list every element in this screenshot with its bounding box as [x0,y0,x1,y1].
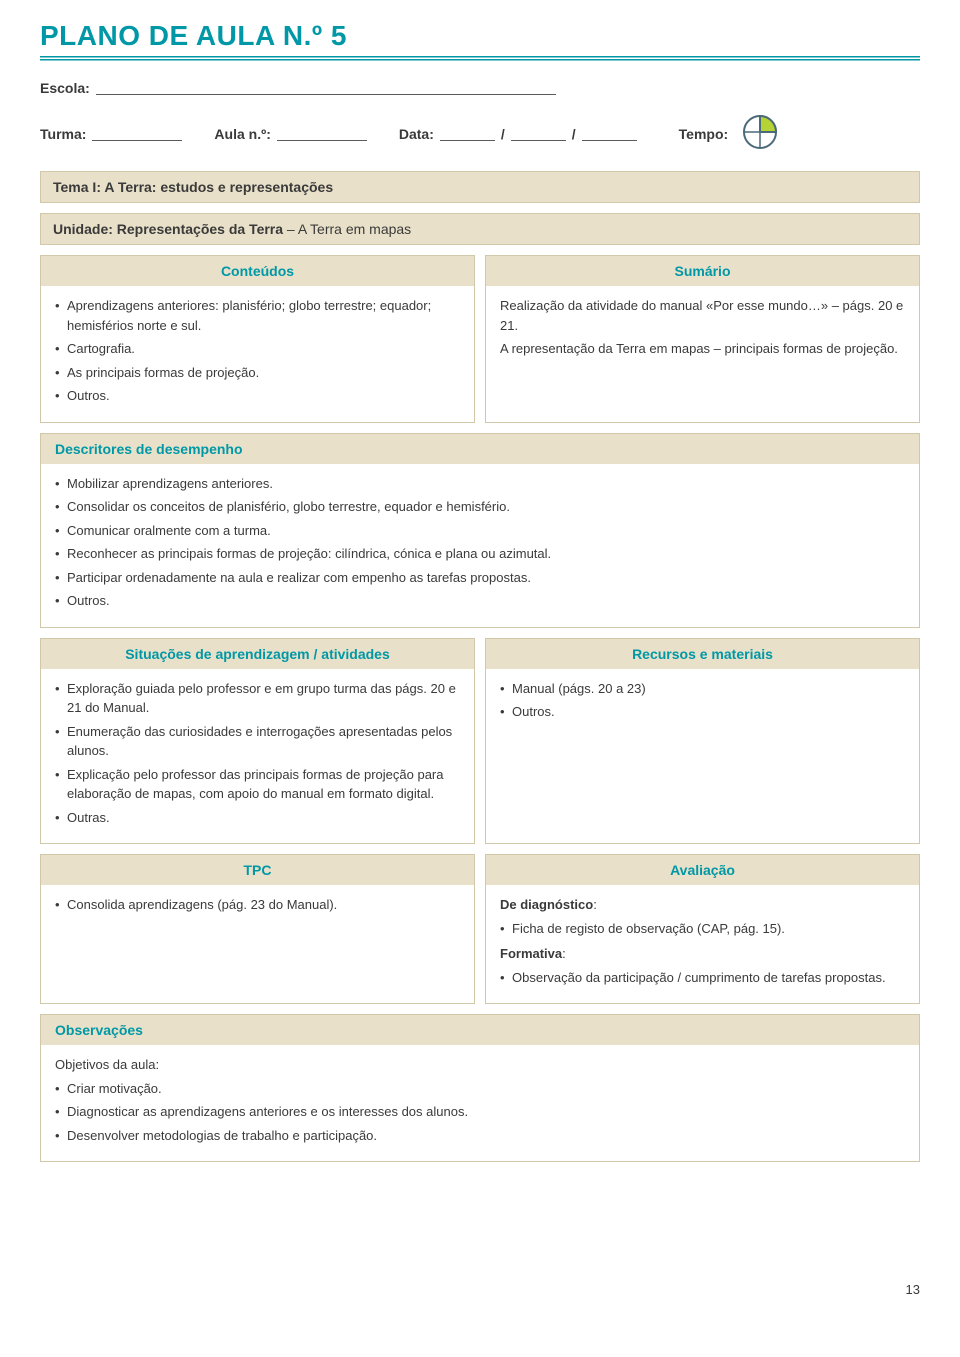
form-label: Formativa: [500,944,905,964]
situacoes-header: Situações de aprendizagem / atividades [41,639,474,669]
list-item: Exploração guiada pelo professor e em gr… [55,679,460,718]
list-item: Explicação pelo professor das principais… [55,765,460,804]
list-item: Ficha de registo de observação (CAP, pág… [500,919,905,939]
list-item: Observação da participação / cumprimento… [500,968,905,988]
observacoes-header: Observações [41,1015,919,1045]
situacoes-list: Exploração guiada pelo professor e em gr… [55,679,460,828]
list-item: Aprendizagens anteriores: planisfério; g… [55,296,460,335]
title-rule [40,56,920,62]
conteudos-box: Conteúdos Aprendizagens anteriores: plan… [40,255,475,423]
escola-input[interactable] [96,81,556,95]
slash-2: / [572,126,576,142]
sumario-line: Realização da atividade do manual «Por e… [500,296,905,335]
data-year-input[interactable] [582,127,637,141]
escola-label: Escola: [40,80,90,96]
list-item: Diagnosticar as aprendizagens anteriores… [55,1102,905,1122]
recursos-box: Recursos e materiais Manual (págs. 20 a … [485,638,920,845]
clock-icon [742,114,778,153]
list-item: Mobilizar aprendizagens anteriores. [55,474,905,494]
page-title: PLANO DE AULA N.º 5 [40,20,920,52]
conteudos-header: Conteúdos [41,256,474,286]
list-item: As principais formas de projeção. [55,363,460,383]
aula-label: Aula n.º: [214,126,270,142]
observacoes-box: Observações Objetivos da aula: Criar mot… [40,1014,920,1162]
tpc-header: TPC [41,855,474,885]
recursos-header: Recursos e materiais [486,639,919,669]
turma-label: Turma: [40,126,86,142]
tema-label: Tema I: A Terra: estudos e representaçõe… [53,179,333,195]
data-day-input[interactable] [440,127,495,141]
data-label: Data: [399,126,434,142]
tpc-list: Consolida aprendizagens (pág. 23 do Manu… [55,895,460,915]
avaliacao-box: Avaliação De diagnóstico: Ficha de regis… [485,854,920,1004]
unidade-subtitle: – A Terra em mapas [283,221,411,237]
data-month-input[interactable] [511,127,566,141]
list-item: Comunicar oralmente com a turma. [55,521,905,541]
meta-row-2: Turma: Aula n.º: Data: / / Tempo: [40,114,920,153]
diag-label: De diagnóstico: [500,895,905,915]
slash-1: / [501,126,505,142]
meta-row-1: Escola: [40,80,920,96]
aula-input[interactable] [277,127,367,141]
situacoes-box: Situações de aprendizagem / atividades E… [40,638,475,845]
conteudos-sumario-row: Conteúdos Aprendizagens anteriores: plan… [40,255,920,423]
list-item: Desenvolver metodologias de trabalho e p… [55,1126,905,1146]
unidade-label: Unidade: Representações da Terra [53,221,283,237]
list-item: Outros. [500,702,905,722]
list-item: Manual (págs. 20 a 23) [500,679,905,699]
list-item: Cartografia. [55,339,460,359]
avaliacao-header: Avaliação [486,855,919,885]
diag-list: Ficha de registo de observação (CAP, pág… [500,919,905,939]
situacoes-recursos-row: Situações de aprendizagem / atividades E… [40,638,920,845]
list-item: Participar ordenadamente na aula e reali… [55,568,905,588]
page-number: 13 [40,1282,920,1297]
conteudos-list: Aprendizagens anteriores: planisfério; g… [55,296,460,406]
list-item: Consolidar os conceitos de planisfério, … [55,497,905,517]
observacoes-intro: Objetivos da aula: [55,1055,905,1075]
recursos-list: Manual (págs. 20 a 23) Outros. [500,679,905,722]
turma-input[interactable] [92,127,182,141]
unidade-bar: Unidade: Representações da Terra – A Ter… [40,213,920,245]
tpc-avaliacao-row: TPC Consolida aprendizagens (pág. 23 do … [40,854,920,1004]
sumario-line: A representação da Terra em mapas – prin… [500,339,905,359]
tema-bar: Tema I: A Terra: estudos e representaçõe… [40,171,920,203]
descritores-box: Descritores de desempenho Mobilizar apre… [40,433,920,628]
list-item: Criar motivação. [55,1079,905,1099]
descritores-list: Mobilizar aprendizagens anteriores. Cons… [55,474,905,611]
tempo-label: Tempo: [679,126,729,142]
tpc-box: TPC Consolida aprendizagens (pág. 23 do … [40,854,475,1004]
list-item: Consolida aprendizagens (pág. 23 do Manu… [55,895,460,915]
list-item: Outras. [55,808,460,828]
observacoes-list: Criar motivação. Diagnosticar as aprendi… [55,1079,905,1146]
list-item: Reconhecer as principais formas de proje… [55,544,905,564]
list-item: Outros. [55,386,460,406]
sumario-box: Sumário Realização da atividade do manua… [485,255,920,423]
form-list: Observação da participação / cumprimento… [500,968,905,988]
list-item: Enumeração das curiosidades e interrogaç… [55,722,460,761]
descritores-header: Descritores de desempenho [41,434,919,464]
sumario-header: Sumário [486,256,919,286]
list-item: Outros. [55,591,905,611]
